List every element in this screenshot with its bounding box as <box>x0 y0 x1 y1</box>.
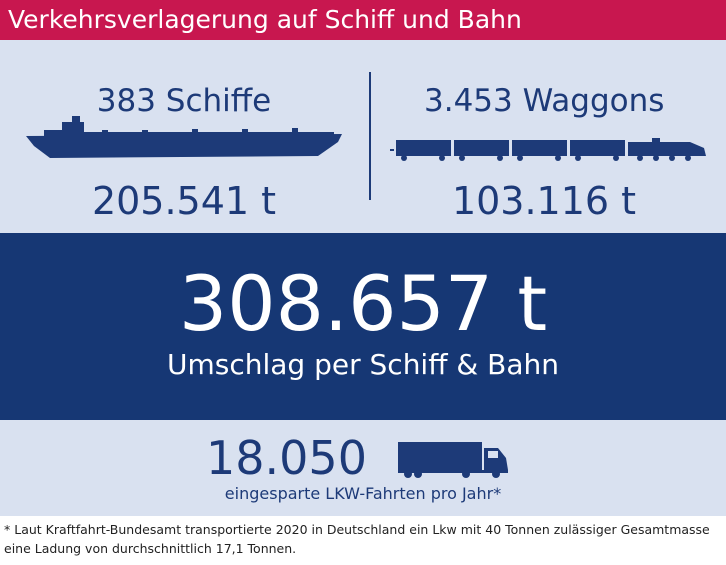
total-caption: Umschlag per Schiff & Bahn <box>167 348 559 381</box>
footnote: * Laut Kraftfahrt-Bundesamt transportier… <box>4 522 710 556</box>
ships-count: 383 Schiffe <box>96 83 272 119</box>
train-icon <box>390 138 706 161</box>
lkw-count: 18.050 <box>206 431 367 485</box>
wagons-tonnage: 103.116 t <box>451 179 637 223</box>
page-title: Verkehrsverlagerung auf Schiff und Bahn <box>8 5 522 34</box>
wagons-count: 3.453 Waggons <box>424 83 665 119</box>
truck-icon <box>398 442 508 478</box>
column-divider <box>369 72 371 200</box>
ship-icon <box>26 116 342 158</box>
header-bar: Verkehrsverlagerung auf Schiff und Bahn <box>0 0 726 40</box>
ships-tonnage: 205.541 t <box>91 179 277 223</box>
total-box <box>0 233 726 420</box>
lkw-caption: eingesparte LKW-Fahrten pro Jahr* <box>224 484 502 503</box>
total-tonnage: 308.657 t <box>178 259 548 348</box>
